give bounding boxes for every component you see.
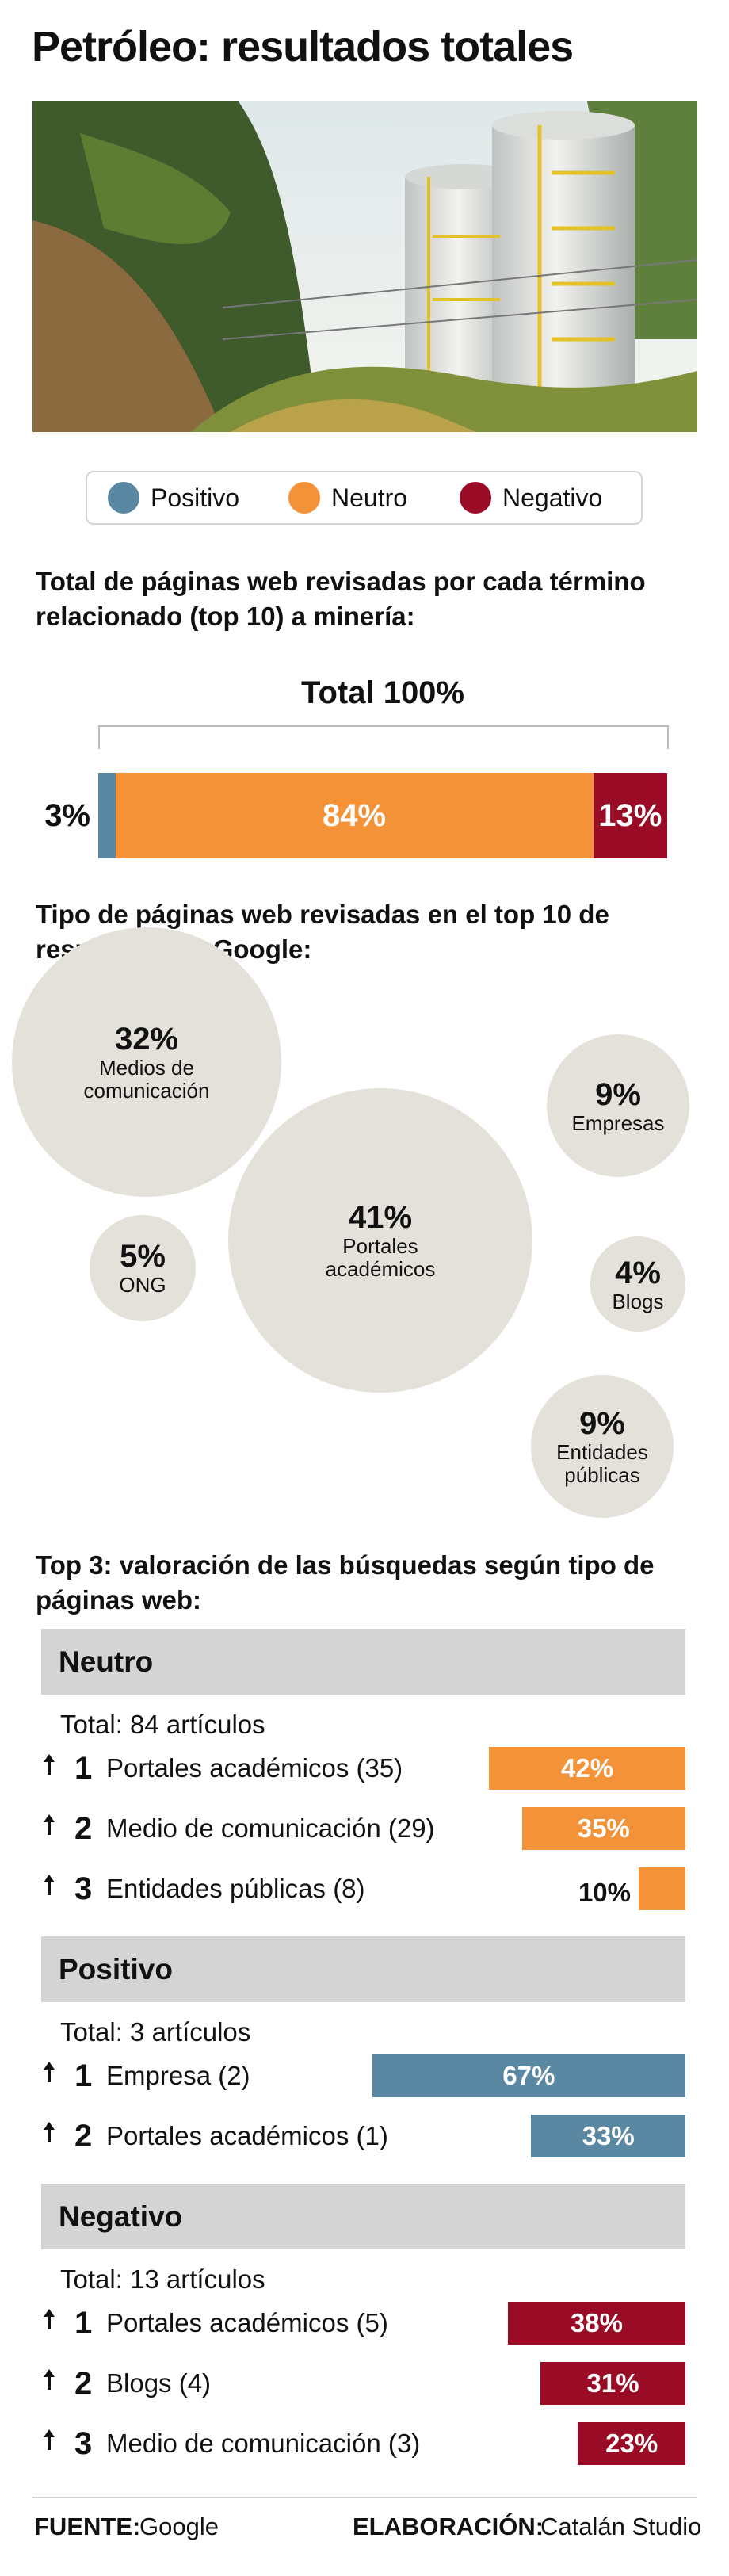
bubble-label: Empresas: [571, 1110, 665, 1135]
bubble: 32% Medios de comunicación: [12, 927, 281, 1197]
arrow-icon: [44, 2429, 55, 2450]
arrow-icon: [44, 1814, 55, 1835]
source-label: FUENTE:: [34, 2513, 141, 2540]
rank: 2: [74, 2119, 93, 2154]
bubble-value: 41%: [348, 1199, 413, 1235]
bubble: 5% ONG: [89, 1214, 197, 1322]
value-label: 13%: [598, 798, 662, 833]
category-label: Portales académicos (35): [106, 1753, 403, 1783]
group-header: Neutro: [41, 1629, 685, 1695]
value-label: 67%: [502, 2061, 555, 2090]
bubble-label: ONG: [119, 1273, 166, 1298]
value-label: 35%: [577, 1814, 630, 1843]
legend-swatch: [460, 482, 491, 514]
bar: [521, 1807, 685, 1850]
value-label: 33%: [582, 2121, 635, 2150]
bubble-label: Medios de comunicación: [83, 1055, 210, 1103]
rank: 2: [74, 1811, 93, 1846]
bar: [507, 2302, 685, 2345]
arrow-icon: [44, 1754, 55, 1775]
footer-rule: [32, 2497, 697, 2498]
page-title: Petróleo: resultados totales: [32, 23, 574, 71]
arrow-icon: [44, 2062, 55, 2082]
group-total: Total: 3 artículos: [60, 2017, 251, 2047]
bar: [531, 2115, 685, 2157]
bar: [372, 2054, 685, 2097]
value-label: 3%: [44, 798, 90, 833]
legend-swatch: [288, 482, 320, 514]
category-label: Portales académicos (5): [106, 2308, 388, 2337]
bar: [540, 2362, 685, 2405]
value-label: 23%: [605, 2429, 658, 2458]
bubble-label: Entidades públicas: [556, 1440, 648, 1487]
photo: [32, 101, 697, 432]
value-label: 84%: [323, 798, 387, 833]
total-bracket: [98, 725, 669, 749]
bubble-value: 32%: [114, 1021, 179, 1057]
bubble-value: 9%: [579, 1406, 625, 1441]
bubble: 9% Empresas: [547, 1034, 689, 1177]
credit: Catalán Studio: [540, 2513, 702, 2540]
group-total: Total: 84 artículos: [60, 1710, 265, 1739]
arrow-icon: [44, 2309, 55, 2329]
bar: [639, 1867, 685, 1910]
bubble: 9% Entidades públicas: [531, 1375, 674, 1518]
bubble-label: Portales académicos: [325, 1233, 436, 1281]
legend-swatch: [108, 482, 139, 514]
rank: 3: [74, 1871, 93, 1906]
rank: 1: [74, 1751, 93, 1786]
group-total: Total: 13 artículos: [60, 2265, 265, 2294]
bar-segment: [98, 773, 116, 858]
category-label: Blogs (4): [106, 2368, 212, 2398]
value-label: 42%: [561, 1753, 614, 1783]
legend-label: Neutro: [331, 483, 408, 512]
bar: [578, 2422, 685, 2465]
category-label: Medio de comunicación (3): [106, 2429, 421, 2458]
chart-title: Total de páginas web revisadas por cada …: [36, 567, 646, 631]
category-label: Portales académicos (1): [106, 2121, 388, 2150]
bar: [489, 1747, 685, 1790]
bubble-value: 5%: [120, 1239, 166, 1275]
bubble-label: Blogs: [612, 1289, 664, 1313]
group-header: Negativo: [41, 2184, 685, 2249]
legend-label: Negativo: [502, 483, 603, 512]
rank: 1: [74, 2058, 93, 2093]
legend-label: Positivo: [151, 483, 240, 512]
bubble: 4% Blogs: [590, 1236, 685, 1332]
arrow-icon: [44, 2122, 55, 2142]
rank: 3: [74, 2426, 93, 2461]
category-label: Entidades públicas (8): [106, 1874, 365, 1903]
rank: 2: [74, 2366, 93, 2401]
arrow-icon: [44, 2369, 55, 2390]
value-label: 38%: [570, 2308, 623, 2337]
bar-segment: [593, 773, 667, 858]
source: Google: [139, 2513, 219, 2540]
total-label: Total 100%: [301, 675, 464, 710]
bar-segment: [115, 773, 594, 858]
value-label: 31%: [586, 2368, 639, 2398]
group-header: Positivo: [41, 1936, 685, 2002]
rank: 1: [74, 2306, 93, 2341]
bubble: 41% Portales académicos: [227, 1087, 533, 1393]
bubble-value: 9%: [595, 1076, 641, 1112]
legend: Positivo Neutro Negativo: [86, 471, 643, 525]
credit-label: ELABORACIÓN:: [353, 2513, 544, 2540]
category-label: Medio de comunicación (29): [106, 1814, 435, 1843]
bubble-value: 4%: [615, 1255, 661, 1290]
value-label: 10%: [578, 1878, 631, 1907]
arrow-icon: [44, 1875, 55, 1895]
category-label: Empresa (2): [106, 2061, 250, 2090]
chart-title: Top 3: valoración de las búsquedas según…: [36, 1550, 655, 1615]
